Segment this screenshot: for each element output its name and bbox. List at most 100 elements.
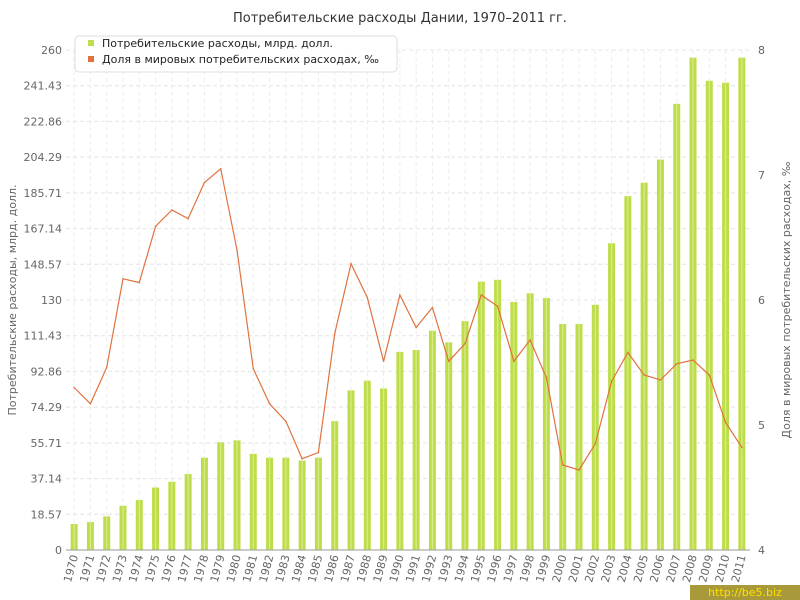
bar [656,159,664,550]
right-tick-label: 5 [758,419,765,432]
line-point [154,225,157,228]
bar-highlight [285,457,287,550]
bar [152,487,160,550]
right-tick-label: 7 [758,169,765,182]
line-point [708,374,711,376]
bar [445,342,453,550]
left-tick-label: 92.86 [31,365,63,378]
line-point [724,421,727,424]
bar-highlight [741,57,743,550]
line-point [73,386,75,389]
line-point [675,362,678,365]
line-point [105,366,108,369]
left-tick-label: 148.57 [24,258,63,271]
bar-highlight [73,524,75,550]
left-tick-label: 185.71 [24,187,63,200]
bar [494,279,502,550]
bar [689,57,697,550]
line-point [301,457,303,460]
bar [542,298,550,550]
bar-highlight [334,421,336,550]
line-point [285,420,287,423]
watermark-text: http://be5.biz [708,586,782,599]
bar [461,321,469,550]
line-point [171,209,173,211]
watermark-bg [690,585,800,600]
left-tick-label: 260 [41,44,62,57]
bar [412,350,420,550]
line-point [431,306,434,309]
line-point [317,451,320,454]
bar [673,103,681,550]
bar-highlight [578,324,580,550]
line-point [333,332,336,335]
left-tick-label: 37.14 [31,473,63,486]
bar-highlight [724,82,727,550]
line-point [643,374,645,376]
legend-marker-line [88,56,94,62]
left-axis-ticks: 0 18.57 37.14 55.71 74.29 92.86 111.43 130 148.5… [24,44,63,557]
left-tick-label: 241.43 [24,80,63,93]
bar [510,301,518,550]
left-tick-label: 55.71 [31,437,63,450]
bar-highlight [627,196,629,550]
bar-highlight [415,350,417,550]
bar [575,324,583,550]
left-tick-label: 167.14 [24,223,63,236]
bar-highlight [89,522,92,550]
line-point [610,380,613,383]
line-point [627,351,629,354]
line-point [350,262,352,265]
bar [380,388,388,550]
right-tick-label: 4 [758,544,765,557]
bar-highlight [382,388,385,550]
bar-highlight [106,516,108,550]
bar-highlight [708,80,710,551]
bar-highlight [659,159,662,550]
line-point [464,342,466,345]
bar-highlight [448,342,450,550]
line-point [594,442,597,445]
bar-highlight [594,304,596,550]
bar [738,57,746,550]
line-point [741,446,743,449]
line-series [73,167,743,471]
line-point [138,281,141,284]
bar [331,421,339,550]
bar-highlight [464,321,466,550]
bar-highlight [187,474,189,550]
line-point [545,376,548,379]
bar [396,351,404,550]
bar-highlight [643,182,645,550]
bar-series [70,57,746,551]
bar-highlight [676,103,678,550]
left-tick-label: 18.57 [31,508,63,521]
bar [266,457,274,550]
bar [608,243,616,550]
bar-highlight [317,457,320,550]
bar-highlight [252,453,254,550]
bar-highlight [545,298,548,550]
line-point [529,339,531,341]
line-point [415,326,417,329]
watermark: http://be5.biz [690,585,800,600]
line-point [447,360,450,363]
left-tick-label: 0 [55,544,62,557]
bar-highlight [138,500,140,550]
bar [428,330,436,550]
left-tick-label: 130 [41,294,62,307]
chart-title: Потребительские расходы Дании, 1970–2011… [233,11,567,26]
bar [722,82,730,550]
bar [249,453,257,550]
bar [363,380,371,550]
bar-highlight [480,281,482,550]
left-tick-label: 74.29 [31,401,63,414]
line-point [399,294,401,296]
share-line [73,167,743,471]
line-point [561,464,564,466]
bar [624,196,632,550]
bar-highlight [268,457,271,550]
right-tick-label: 6 [758,294,765,307]
bar-highlight [496,279,499,550]
